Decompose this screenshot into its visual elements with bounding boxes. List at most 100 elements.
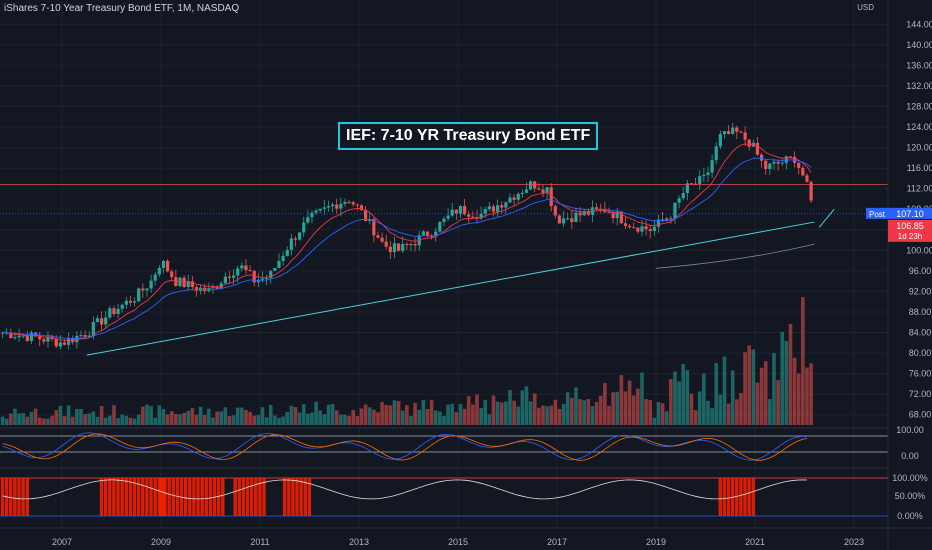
candle-body [153, 274, 157, 281]
volume-bar [578, 399, 582, 425]
volume-bar [161, 409, 166, 425]
volume-bar [697, 391, 702, 425]
candle-body [570, 218, 574, 222]
pct-signal-bar [167, 478, 171, 516]
volume-bar [442, 416, 446, 425]
candle-body [467, 214, 471, 217]
candle-body [331, 204, 335, 207]
candles [0, 122, 813, 350]
pct-signal-bar [99, 478, 104, 516]
candle-body [475, 217, 479, 219]
pct-signal-bar [183, 478, 188, 516]
volume-bar [95, 416, 100, 425]
volume-bar [25, 416, 30, 425]
candle-body [215, 287, 219, 289]
pct-signal-bar [722, 478, 727, 516]
volume-bar [62, 416, 67, 425]
volume-bar [227, 416, 232, 425]
candle-body [128, 300, 133, 303]
volume-bar [66, 405, 71, 425]
candle-body [46, 336, 50, 342]
symbol-title: iShares 7-10 Year Treasury Bond ETF, 1M,… [4, 3, 240, 14]
volume-bar [330, 404, 335, 425]
volume-bar [689, 393, 694, 425]
pct-signal-bar [192, 478, 196, 516]
osc-k-line [2, 432, 808, 461]
volume-bar [792, 357, 797, 425]
candle-body [314, 210, 318, 213]
candle-body [611, 212, 615, 219]
candle-body [545, 187, 549, 193]
pct-signal-bar [112, 478, 116, 516]
volume-bar [388, 405, 393, 425]
price-tick-label: 116.00 [907, 163, 932, 173]
candle-body [232, 275, 236, 278]
candle-body [718, 134, 722, 147]
candle-body [764, 160, 768, 170]
candle-body [640, 226, 644, 232]
candle-body [322, 207, 326, 209]
volume-bar [289, 405, 294, 425]
candle-body [359, 205, 364, 210]
candle-body [463, 206, 467, 215]
candle-body [293, 238, 298, 240]
candle-body [809, 181, 813, 201]
candle-body [520, 192, 524, 194]
candle-body [780, 162, 784, 164]
price-tick-label: 132.00 [906, 81, 932, 91]
candle-body [116, 308, 120, 314]
volume-bar [380, 402, 384, 425]
volume-bar [13, 408, 17, 425]
candle-body [529, 181, 533, 190]
pct-signal-bar [116, 478, 120, 516]
candle-body [240, 265, 244, 269]
pct-signal-bar [287, 478, 291, 516]
candle-body [582, 211, 586, 216]
last-price: 106.85 [896, 221, 924, 231]
volume-bar [553, 399, 558, 425]
volume-bar [17, 413, 21, 425]
volume-bar [42, 418, 46, 425]
volume-bar [231, 415, 236, 425]
pct-signal-bar [258, 478, 262, 516]
candle-body [289, 238, 293, 250]
percent-pane [0, 467, 888, 517]
candle-body [384, 241, 388, 247]
candle-body [557, 215, 562, 224]
candle-body [623, 223, 628, 226]
volume-bar [747, 345, 752, 425]
volume-bar [244, 409, 248, 425]
pct-tick-label: 100.00% [892, 473, 928, 483]
candle-body [747, 139, 751, 147]
volume-bar [384, 404, 389, 425]
candle-body [95, 318, 100, 323]
volume-bar [565, 392, 570, 425]
volume-bar [355, 416, 360, 425]
candle-body [401, 243, 405, 251]
candle-body [483, 209, 487, 214]
volume-bar [108, 415, 112, 425]
volume-bar [450, 403, 455, 425]
candle-body [364, 209, 368, 221]
volume-bar [273, 415, 277, 425]
candle-body [405, 243, 409, 246]
price-tick-label: 124.00 [906, 122, 932, 132]
volume-bar [256, 414, 261, 425]
volume-bar [603, 383, 607, 425]
candle-body [504, 202, 508, 208]
candle-body [784, 156, 788, 163]
volume-bar [409, 415, 413, 425]
volume-bar [223, 407, 228, 425]
volume-bars [0, 297, 813, 425]
candle-body [194, 287, 199, 291]
volume-bar [545, 406, 549, 425]
volume-bar [413, 402, 417, 425]
candle-body [553, 206, 557, 216]
volume-bar [248, 411, 252, 425]
volume-bar [512, 400, 516, 425]
candle-body [665, 218, 669, 221]
volume-bar [438, 411, 442, 425]
volume-bar [9, 413, 13, 425]
candle-body [392, 243, 397, 253]
